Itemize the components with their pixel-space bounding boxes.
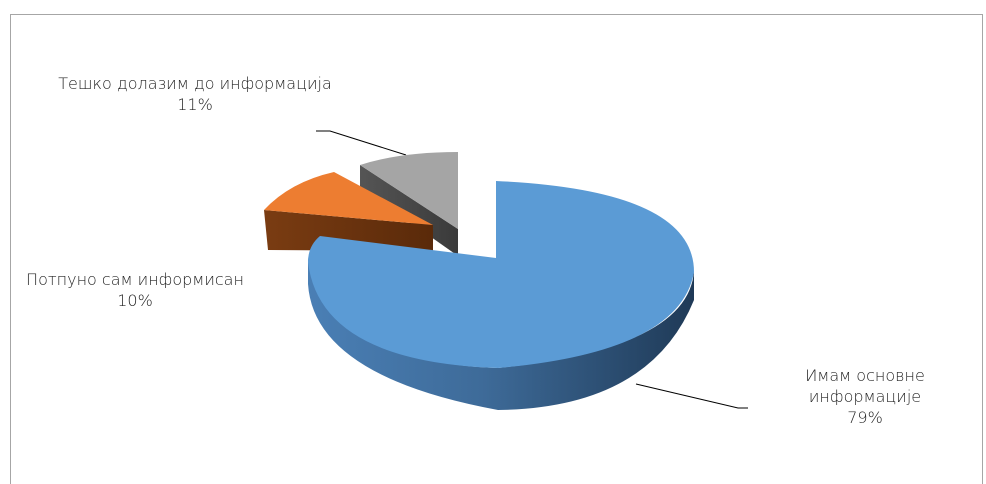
pie-slice-gray [360,152,458,256]
slice-label-blue-name1: Имам основне [805,366,925,385]
leader-line-slice2 [316,130,407,156]
leader-line-slice0 [635,383,748,409]
slice-label-blue-pct: 79% [847,408,883,427]
slice-label-orange-pct: 10% [117,291,153,310]
pie-slice-orange [264,172,433,251]
slice-label-gray: Тешко долазим до информација 11% [40,73,350,115]
chart-area [10,14,983,484]
slice-label-gray-pct: 11% [177,95,213,114]
slice-label-orange-name: Потпуно сам информисан [26,270,244,289]
slice-label-orange: Потпуно сам информисан 10% [10,269,260,311]
slice-label-blue-name2: информације [808,387,922,406]
pie-slice-blue [308,181,694,410]
slice-label-gray-name: Тешко долазим до информација [58,74,332,93]
slice-label-blue: Имам основне информације 79% [780,365,950,428]
